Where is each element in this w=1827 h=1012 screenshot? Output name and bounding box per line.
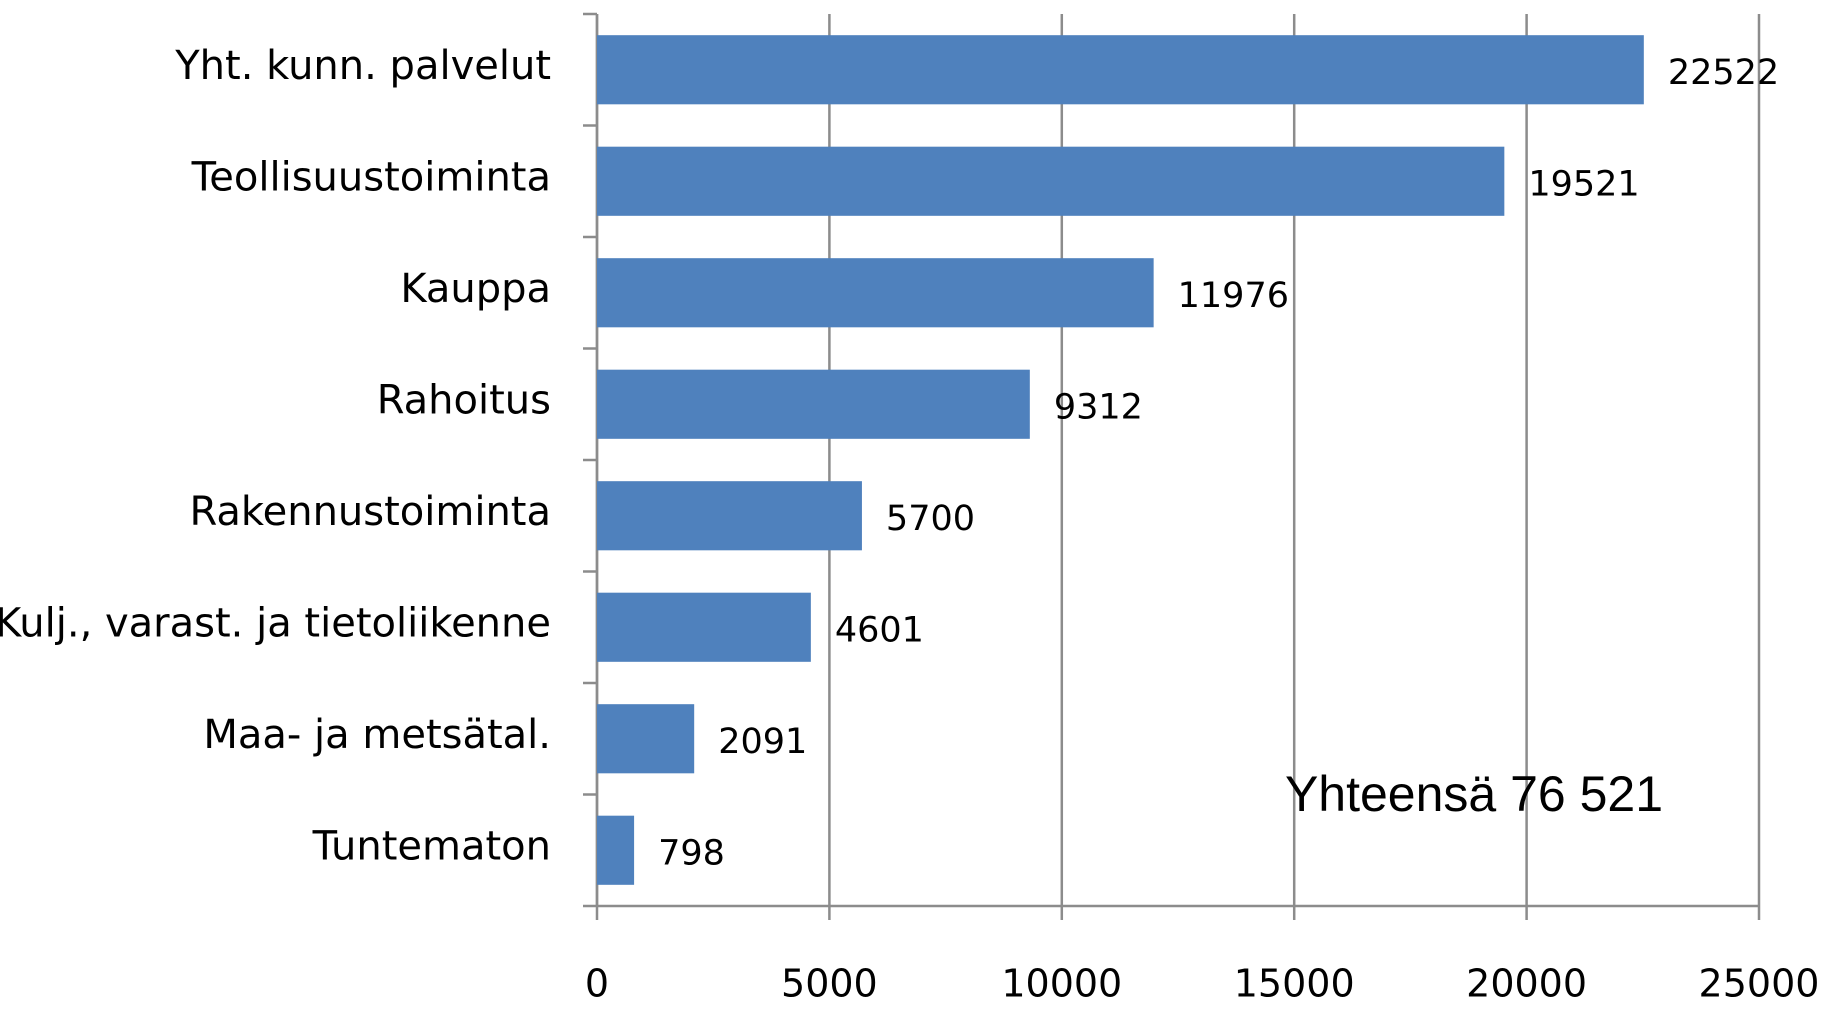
data-label: 19521 — [1528, 164, 1639, 204]
data-label: 2091 — [718, 722, 807, 762]
bar — [597, 704, 695, 774]
data-label: 11976 — [1178, 276, 1289, 316]
y-tick-label: Rakennustoiminta — [189, 489, 551, 535]
y-tick-label: Teollisuustoiminta — [191, 154, 551, 200]
bar — [597, 146, 1505, 216]
data-label: 798 — [658, 833, 725, 873]
y-tick-label: Tuntematon — [312, 823, 551, 869]
x-tick-label: 25000 — [1699, 962, 1820, 1006]
annotation: Yhteensä 76 521 — [1285, 766, 1663, 822]
data-label: 5700 — [886, 499, 975, 539]
bar — [597, 258, 1154, 328]
bar — [597, 815, 635, 885]
data-label: 9312 — [1054, 387, 1143, 427]
bar — [597, 35, 1644, 105]
x-tick-label: 5000 — [781, 962, 878, 1006]
bar — [597, 481, 862, 551]
bar — [597, 369, 1030, 439]
y-tick-label: Kauppa — [400, 266, 551, 312]
x-tick-label: 15000 — [1234, 962, 1355, 1006]
y-tick-label: Maa- ja metsätal. — [203, 712, 551, 758]
x-tick-label: 10000 — [1001, 962, 1122, 1006]
x-tick-label: 20000 — [1466, 962, 1587, 1006]
y-tick-label: Yht. kunn. palvelut — [174, 43, 551, 89]
x-tick-label: 0 — [585, 962, 609, 1006]
data-label: 22522 — [1668, 53, 1779, 93]
data-label: 4601 — [835, 610, 924, 650]
y-tick-label: Rahoitus — [377, 377, 551, 423]
bar — [597, 592, 811, 662]
y-tick-label: Kulj., varast. ja tietoliikenne — [0, 600, 551, 646]
